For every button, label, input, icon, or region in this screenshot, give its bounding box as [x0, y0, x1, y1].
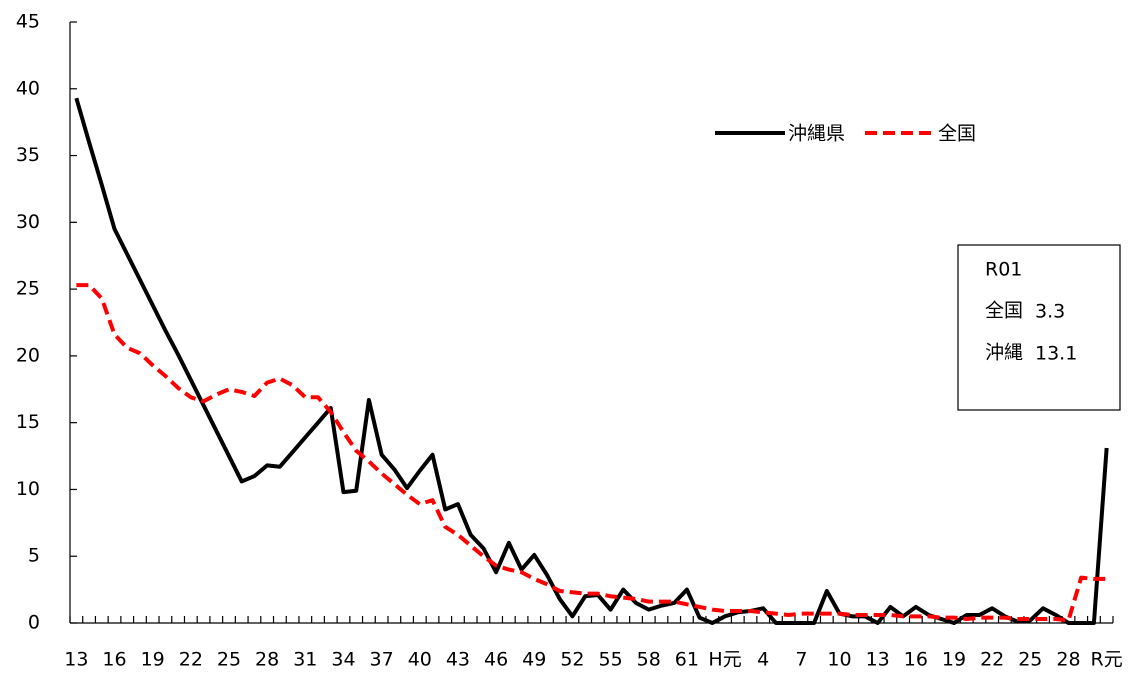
series-line [74, 97, 1109, 625]
x-tick-label: 28 [255, 649, 279, 671]
x-tick-label: R元 [1091, 649, 1123, 671]
x-tick-label: 13 [866, 649, 890, 671]
series-line [76, 283, 1107, 623]
x-tick-label: 46 [484, 649, 508, 671]
y-tick-label: 25 [16, 278, 40, 300]
x-tick-label: 19 [141, 649, 165, 671]
y-tick-label: 10 [16, 478, 40, 500]
x-tick-label: 61 [675, 649, 699, 671]
annotation-value: 13.1 [1035, 343, 1077, 365]
y-tick-label: 5 [28, 545, 40, 567]
annotation-box [957, 244, 1121, 411]
x-tick-label: 58 [637, 649, 661, 671]
x-tick-label: 16 [102, 649, 126, 671]
y-tick-label: 45 [16, 11, 40, 33]
x-tick-label: 40 [408, 649, 432, 671]
x-tick-label: 31 [293, 649, 317, 671]
legend-label: 沖縄県 [788, 123, 845, 145]
y-tick-label: 0 [28, 612, 40, 634]
y-tick-label: 40 [16, 77, 40, 99]
x-tick-label: 22 [179, 649, 203, 671]
x-tick-label: 37 [370, 649, 394, 671]
y-tick-label: 20 [16, 344, 40, 366]
annotation-label: 全国 [985, 300, 1023, 322]
x-tick-label: 49 [522, 649, 546, 671]
legend-label: 全国 [938, 123, 976, 145]
x-tick-label: 25 [217, 649, 241, 671]
x-tick-label: 13 [64, 649, 88, 671]
x-tick-label: 10 [827, 649, 851, 671]
x-tick-label: H元 [708, 649, 741, 671]
x-tick-label: 4 [757, 649, 769, 671]
annotation-value: 3.3 [1035, 301, 1065, 323]
x-tick-label: 55 [598, 649, 622, 671]
y-tick-label: 35 [16, 144, 40, 166]
x-tick-label: 25 [1018, 649, 1042, 671]
x-tick-label: 16 [904, 649, 928, 671]
y-tick-label: 30 [16, 211, 40, 233]
x-tick-label: 19 [942, 649, 966, 671]
x-tick-label: 28 [1056, 649, 1080, 671]
x-tick-label: 43 [446, 649, 470, 671]
annotation-title: R01 [985, 259, 1022, 281]
x-tick-label: 22 [980, 649, 1004, 671]
y-tick-label: 15 [16, 411, 40, 433]
x-tick-label: 7 [795, 649, 807, 671]
x-tick-label: 52 [560, 649, 584, 671]
x-tick-label: 34 [331, 649, 355, 671]
annotation-label: 沖縄 [985, 342, 1023, 364]
